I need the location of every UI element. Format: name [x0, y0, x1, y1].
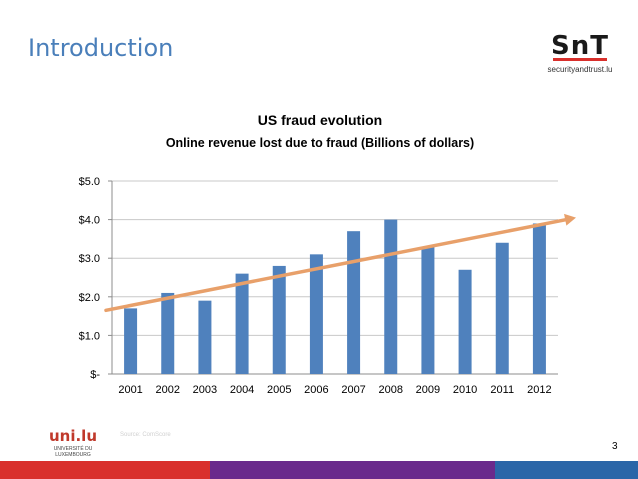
trend-line — [104, 218, 567, 313]
bar-2001 — [124, 308, 138, 374]
bar-2010 — [458, 269, 472, 374]
x-tick-label: 2012 — [527, 384, 551, 396]
footer-segment-blue — [495, 461, 638, 479]
x-tick-label: 2007 — [341, 384, 365, 396]
y-tick-label: $1.0 — [79, 330, 100, 342]
snt-logo: SnT securityandtrust.lu — [548, 31, 613, 74]
x-tick-label: 2004 — [230, 384, 254, 396]
x-tick-label: 2001 — [118, 384, 142, 396]
bar-2005 — [272, 265, 286, 374]
footer-segment-red — [0, 461, 210, 479]
uni-logo-line2: LUXEMBOURG — [55, 452, 91, 458]
y-tick-label: $- — [90, 369, 100, 381]
footer-segment-purple — [210, 461, 435, 479]
source-note: Source: ComScore — [120, 432, 171, 438]
uni-logo-line1: UNIVERSITÉ DU — [54, 445, 93, 452]
x-tick-label: 2009 — [416, 384, 440, 396]
x-tick-label: 2002 — [156, 384, 180, 396]
page-number: 3 — [612, 441, 618, 452]
x-tick-label: 2003 — [193, 384, 217, 396]
snt-logo-rule — [553, 58, 607, 61]
bar-2007 — [347, 231, 361, 374]
bar-2003 — [198, 300, 212, 374]
y-tick-label: $3.0 — [79, 253, 100, 265]
fraud-bar-chart: US fraud evolution Online revenue lost d… — [79, 112, 576, 396]
x-tick-label: 2010 — [453, 384, 477, 396]
footer-segment-violet — [435, 461, 495, 479]
bar-2002 — [161, 292, 175, 374]
bar-2008 — [384, 219, 398, 374]
x-tick-label: 2005 — [267, 384, 291, 396]
slide-title: Introduction — [28, 34, 174, 62]
x-tick-label: 2008 — [379, 384, 403, 396]
chart-title: US fraud evolution — [258, 112, 382, 128]
y-tick-label: $4.0 — [79, 215, 100, 227]
bar-2006 — [309, 254, 323, 374]
uni-logo-mark: uni.lu — [49, 427, 97, 445]
bar-2012 — [532, 223, 546, 374]
y-tick-label: $2.0 — [79, 292, 100, 304]
university-logo: uni.lu UNIVERSITÉ DU LUXEMBOURG — [49, 427, 97, 458]
snt-logo-url: securityandtrust.lu — [548, 65, 613, 74]
bar-2011 — [495, 242, 509, 374]
snt-logo-mark: SnT — [551, 31, 609, 61]
x-tick-label: 2006 — [304, 384, 328, 396]
bar-2004 — [235, 273, 249, 374]
footer-color-bar — [0, 461, 638, 479]
chart-subtitle: Online revenue lost due to fraud (Billio… — [166, 136, 474, 150]
y-tick-label: $5.0 — [79, 176, 100, 188]
x-tick-label: 2011 — [490, 384, 514, 396]
trend-arrowhead — [564, 213, 576, 226]
bar-2009 — [421, 246, 435, 374]
